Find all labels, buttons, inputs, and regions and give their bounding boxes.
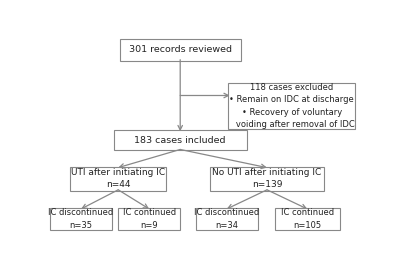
FancyBboxPatch shape: [196, 208, 258, 230]
Text: IC discontinued
n=34: IC discontinued n=34: [194, 208, 259, 230]
Text: 183 cases included: 183 cases included: [134, 136, 226, 145]
Text: IC continued
n=105: IC continued n=105: [281, 208, 334, 230]
Text: IC continued
n=9: IC continued n=9: [123, 208, 176, 230]
FancyBboxPatch shape: [210, 167, 324, 191]
Text: No UTI after initiating IC
n=139: No UTI after initiating IC n=139: [212, 168, 322, 189]
FancyBboxPatch shape: [114, 130, 247, 150]
FancyBboxPatch shape: [70, 167, 166, 191]
Text: IC discontinued
n=35: IC discontinued n=35: [48, 208, 114, 230]
FancyBboxPatch shape: [120, 39, 241, 61]
FancyBboxPatch shape: [50, 208, 112, 230]
Text: 301 records reviewed: 301 records reviewed: [129, 45, 232, 54]
FancyBboxPatch shape: [275, 208, 340, 230]
Text: 118 cases excluded
• Remain on IDC at discharge
• Recovery of voluntary
   voidi: 118 cases excluded • Remain on IDC at di…: [228, 83, 355, 129]
Text: UTI after initiating IC
n=44: UTI after initiating IC n=44: [71, 168, 165, 189]
FancyBboxPatch shape: [228, 83, 355, 129]
FancyBboxPatch shape: [118, 208, 180, 230]
